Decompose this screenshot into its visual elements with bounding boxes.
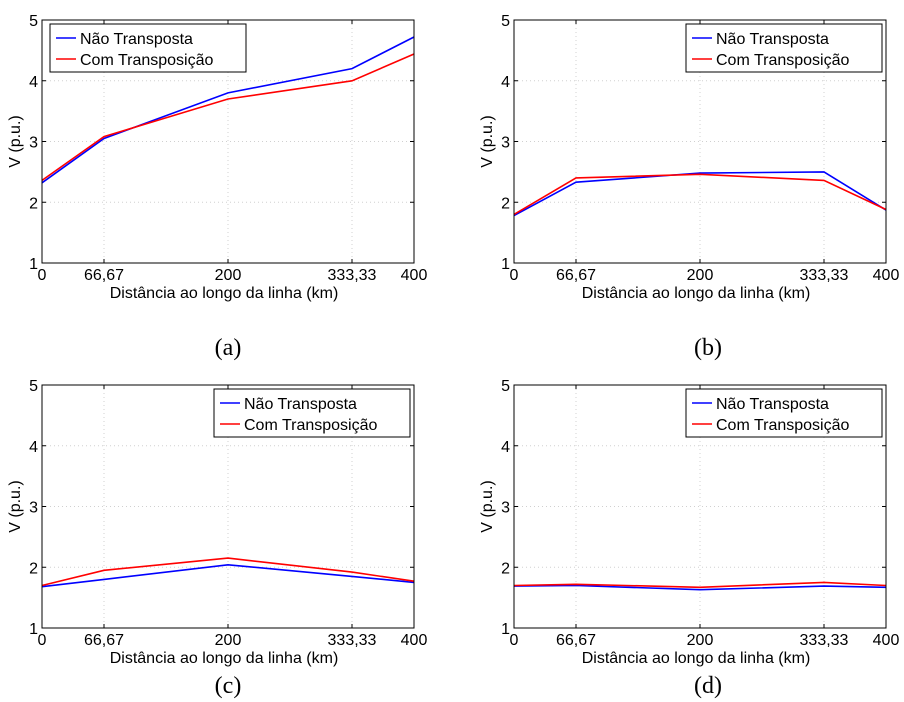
- x-tick-label: 400: [873, 267, 900, 284]
- chart-panel-2: 0 66,67 200 333,33 400 1 2 3 4 5 Distância ao long…: [479, 13, 899, 361]
- x-tick-label: 333,33: [328, 267, 377, 284]
- y-tick-label: 3: [501, 500, 510, 517]
- legend-entry: Não Transposta: [716, 31, 829, 48]
- legend-box: [213, 388, 411, 438]
- x-tick-label: 66,67: [84, 632, 124, 649]
- axes-frame: [513, 384, 887, 629]
- x-tick-label: 333,33: [800, 267, 849, 284]
- y-tick-label: 3: [501, 135, 510, 152]
- panel-caption: (b): [694, 335, 722, 361]
- y-tick-label: 2: [501, 560, 510, 577]
- x-tick-label: 66,67: [556, 267, 596, 284]
- x-tick-label: 200: [687, 267, 714, 284]
- series-line-com-transposicao: [513, 173, 887, 216]
- y-tick-label: 4: [29, 439, 38, 456]
- x-tick-label: 0: [38, 632, 47, 649]
- axes-frame: [41, 19, 415, 264]
- legend-entry: Com Transposição: [716, 417, 849, 434]
- axes-frame: [41, 384, 415, 629]
- y-axis-label: V (p.u.): [7, 480, 24, 532]
- axes-frame: [513, 19, 887, 264]
- chart-panel-1: 0 66,67 200 333,33 400 1 2 3 4 5 Distância ao long…: [7, 13, 427, 361]
- panel-caption: (d): [694, 673, 722, 699]
- x-tick-label: 400: [873, 632, 900, 649]
- x-tick-label: 0: [38, 267, 47, 284]
- x-tick-label: 66,67: [84, 267, 124, 284]
- series-line-nao-transposta: [513, 584, 887, 591]
- legend-box: [685, 388, 883, 438]
- x-axis-label: Distância ao longo da linha (km): [110, 650, 339, 667]
- y-tick-label: 5: [29, 13, 38, 30]
- x-tick-label: 333,33: [800, 632, 849, 649]
- series-line-com-transposicao: [41, 53, 415, 182]
- series-line-nao-transposta: [41, 563, 415, 588]
- x-tick-label: 333,33: [328, 632, 377, 649]
- y-axis-label: V (p.u.): [479, 480, 496, 532]
- x-axis-label: Distância ao longo da linha (km): [110, 285, 339, 302]
- panel-caption: (a): [215, 335, 242, 361]
- legend-entry: Não Transposta: [244, 396, 357, 413]
- series-line-nao-transposta: [513, 171, 887, 217]
- y-axis-label: V (p.u.): [479, 115, 496, 167]
- legend: Não Transposta Com Transposição: [213, 388, 411, 438]
- legend-box: [685, 23, 883, 73]
- legend-box: [49, 23, 247, 73]
- series-line-com-transposicao: [41, 557, 415, 587]
- x-tick-label: 400: [401, 632, 428, 649]
- x-tick-label: 200: [215, 632, 242, 649]
- legend: Não Transposta Com Transposição: [685, 23, 883, 73]
- y-tick-label: 2: [29, 560, 38, 577]
- y-tick-label: 3: [29, 135, 38, 152]
- x-axis-label: Distância ao longo da linha (km): [582, 285, 811, 302]
- x-tick-label: 200: [215, 267, 242, 284]
- x-tick-label: 200: [687, 632, 714, 649]
- x-tick-label: 0: [510, 632, 519, 649]
- y-tick-label: 4: [501, 74, 510, 91]
- y-tick-label: 5: [501, 13, 510, 30]
- y-tick-label: 1: [29, 621, 38, 638]
- legend-entry: Não Transposta: [80, 31, 193, 48]
- y-tick-label: 1: [501, 621, 510, 638]
- y-tick-label: 2: [29, 195, 38, 212]
- x-tick-label: 66,67: [556, 632, 596, 649]
- series-line-nao-transposta: [41, 36, 415, 184]
- legend: Não Transposta Com Transposição: [49, 23, 247, 73]
- chart-panel-3: 0 66,67 200 333,33 400 1 2 3 4 5 Distância ao long…: [7, 378, 427, 699]
- y-tick-label: 3: [29, 500, 38, 517]
- chart-panel-4: 0 66,67 200 333,33 400 1 2 3 4 5 Distância ao long…: [479, 378, 899, 699]
- legend-entry: Com Transposição: [80, 52, 213, 69]
- legend-entry: Não Transposta: [716, 396, 829, 413]
- legend-entry: Com Transposição: [716, 52, 849, 69]
- y-tick-label: 4: [501, 439, 510, 456]
- x-axis-label: Distância ao longo da linha (km): [582, 650, 811, 667]
- panel-caption: (c): [215, 673, 242, 699]
- y-axis-label: V (p.u.): [7, 115, 24, 167]
- y-tick-label: 4: [29, 74, 38, 91]
- y-tick-label: 1: [29, 256, 38, 273]
- legend: Não Transposta Com Transposição: [685, 388, 883, 438]
- y-tick-label: 5: [29, 378, 38, 395]
- y-tick-label: 1: [501, 256, 510, 273]
- x-tick-label: 0: [510, 267, 519, 284]
- y-tick-label: 5: [501, 378, 510, 395]
- series-line-com-transposicao: [513, 581, 887, 589]
- y-tick-label: 2: [501, 195, 510, 212]
- x-tick-label: 400: [401, 267, 428, 284]
- legend-entry: Com Transposição: [244, 417, 377, 434]
